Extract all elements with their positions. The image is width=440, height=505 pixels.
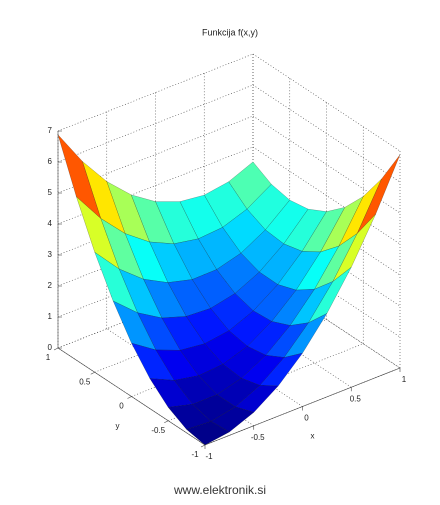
y-tick [90,371,95,375]
y-tick-label: -1 [191,450,199,459]
z-tick-label: 4 [48,219,53,228]
surface-patch [186,421,230,446]
z-tick-label: 1 [48,312,53,321]
x-tick-label: -1 [205,452,213,461]
x-axis-label: x [311,432,315,441]
x-tick-label: 1 [402,375,407,384]
y-tick-label: 0.5 [79,377,91,386]
y-tick [200,444,206,448]
y-axis-label: y [116,422,120,431]
x-tick-label: 0.5 [350,394,362,403]
grid-line [57,115,254,194]
z-tick-label: 0 [48,343,53,352]
chart-title: Funkcija f(x,y) [202,27,258,37]
y-tick-label: 1 [46,353,51,362]
y-tick [53,347,59,351]
grid-line [168,343,364,422]
y-tick-label: 0 [119,402,124,411]
surface-patch [357,154,401,234]
grid-line [57,84,254,163]
x-tick-label: 0 [304,414,309,423]
z-tick-label: 5 [48,188,53,197]
grid-line [57,146,254,225]
z-tick-label: 7 [48,126,53,135]
z-tick-label: 3 [48,250,53,259]
grid-line [57,53,254,132]
y-tick-label: -0.5 [151,426,165,435]
z-tick-label: 6 [48,157,53,166]
y-tick [127,396,132,399]
x-tick-label: -0.5 [251,433,265,442]
y-tick [164,420,169,424]
footer: www.elektronik.si [173,483,266,497]
z-tick-label: 2 [48,281,53,290]
